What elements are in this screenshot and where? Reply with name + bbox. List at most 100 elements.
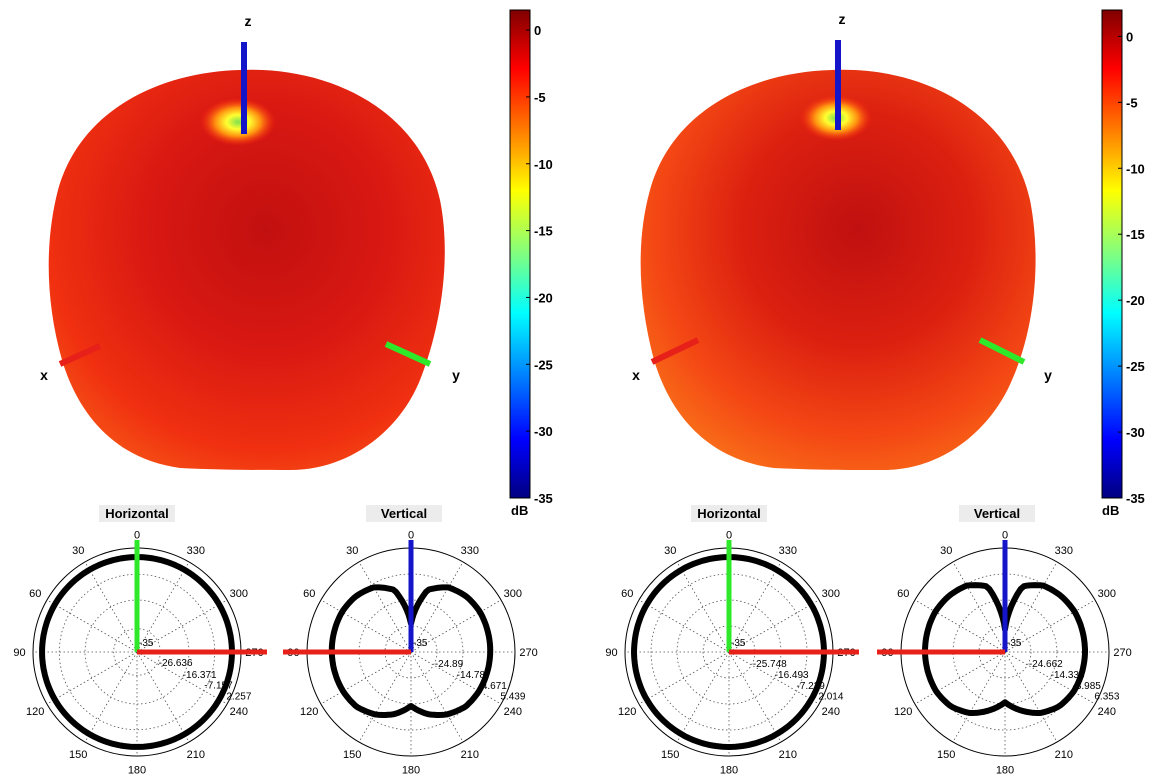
colorbar-tick-label: -35 xyxy=(1126,491,1145,506)
polar-grid-spoke xyxy=(410,651,502,705)
polar-angle-label: 180 xyxy=(402,765,420,777)
polar-plot-vertical: Vertical0306090120150180210240270300330-… xyxy=(877,505,1132,777)
polar-angle-label: 210 xyxy=(461,749,479,761)
polar-grid-spoke xyxy=(728,651,820,705)
polar-radial-label: 2.014 xyxy=(818,692,843,703)
polar-grid-spoke xyxy=(410,651,464,743)
y-axis xyxy=(978,337,1026,365)
polar-radial-label: 6.353 xyxy=(1094,692,1119,703)
polar-title: Vertical xyxy=(974,506,1020,521)
polar-plot-vertical: Vertical0306090120150180210240270300330-… xyxy=(283,505,538,777)
y-axis-label: y xyxy=(1044,367,1052,383)
polar-plot-horizontal: Horizontal030609012015018021024027030033… xyxy=(605,505,859,777)
polar-grid-spoke xyxy=(952,651,1006,743)
colorbar-tick-label: -25 xyxy=(534,357,553,372)
colorbar-tick-label: 0 xyxy=(1126,29,1133,44)
colorbar-tick-label: -10 xyxy=(1126,161,1145,176)
polar-angle-label: 0 xyxy=(134,529,140,541)
pattern-trace xyxy=(328,584,494,718)
polar-angle-label: 240 xyxy=(230,706,248,718)
pattern-surface-3d xyxy=(48,69,445,471)
x-axis xyxy=(58,343,102,367)
colorbar-tick-label: -20 xyxy=(1126,293,1145,308)
polar-radial-label: -7.239 xyxy=(797,681,826,692)
pattern-trace xyxy=(39,554,235,750)
polar-plot-horizontal: Horizontal030609012015018021024027030033… xyxy=(13,505,267,777)
colorbar-tick-label: -10 xyxy=(534,157,553,172)
polar-angle-label: 60 xyxy=(621,588,633,600)
polar-angle-label: 60 xyxy=(897,588,909,600)
polar-title: Horizontal xyxy=(105,506,169,521)
polar-radial-label: -35 xyxy=(139,638,154,649)
polar-radial-label: 2.257 xyxy=(226,692,251,703)
y-axis xyxy=(384,341,432,367)
polar-radial-label: -35 xyxy=(413,638,428,649)
colorbar-gradient xyxy=(509,9,531,499)
polar-grid-spoke xyxy=(136,561,190,653)
polar-angle-label: 330 xyxy=(1055,545,1073,557)
polar-angle-label: 150 xyxy=(343,749,361,761)
pattern-surface-3d xyxy=(640,69,1036,470)
polar-radial-label: -16.371 xyxy=(183,670,217,681)
surface-dimple xyxy=(200,98,276,146)
polar-grid-spoke xyxy=(410,599,502,653)
polar-grid-spoke xyxy=(136,651,190,743)
polar-title-background xyxy=(959,505,1035,522)
polar-radial-label: -7.157 xyxy=(204,681,233,692)
polar-radial-label: 5.439 xyxy=(500,692,525,703)
polar-angle-label: 210 xyxy=(779,749,797,761)
colorbar: 0 -5 -10 -15 -20 -25 -30 -35 dB xyxy=(1101,9,1145,518)
colorbar-tick-label: -35 xyxy=(534,491,553,506)
polar-radial-label: -16.493 xyxy=(775,670,809,681)
polar-angle-label: 180 xyxy=(720,765,738,777)
polar-radial-label: -24.662 xyxy=(1029,659,1063,670)
colorbar-tick-label: 0 xyxy=(534,23,541,38)
polar-angle-label: 300 xyxy=(230,588,248,600)
polar-angle-label: 330 xyxy=(461,545,479,557)
polar-angle-label: 150 xyxy=(69,749,87,761)
polar-grid-spoke xyxy=(914,651,1006,705)
polar-grid-spoke xyxy=(1004,599,1096,653)
left-panel: x y z 0 -5 -10 -15 -20 -25 -30 -35 dB Horizonta… xyxy=(13,9,553,777)
polar-grid-spoke xyxy=(320,599,412,653)
polar-angle-label: 120 xyxy=(26,706,44,718)
polar-grid-spoke xyxy=(728,561,782,653)
polar-angle-label: 240 xyxy=(822,706,840,718)
pattern-trace xyxy=(631,554,827,750)
polar-angle-label: 300 xyxy=(504,588,522,600)
polar-title-background xyxy=(99,505,175,522)
polar-grid-spoke xyxy=(676,561,730,653)
polar-radial-label: -3.985 xyxy=(1073,681,1102,692)
polar-grid-spoke xyxy=(638,599,730,653)
polar-grid-spoke xyxy=(358,561,412,653)
polar-radial-label: -25.748 xyxy=(753,659,787,670)
colorbar-tick-label: -5 xyxy=(534,90,546,105)
polar-angle-label: 210 xyxy=(187,749,205,761)
colorbar: 0 -5 -10 -15 -20 -25 -30 -35 dB xyxy=(509,9,553,518)
colorbar-unit: dB xyxy=(511,503,528,518)
polar-angle-label: 30 xyxy=(940,545,952,557)
polar-grid-spoke xyxy=(136,599,228,653)
right-panel: x y z 0 -5 -10 -15 -20 -25 -30 -35 dB Horizonta… xyxy=(605,9,1145,777)
colorbar-tick-label: -15 xyxy=(534,224,553,239)
polar-angle-label: 60 xyxy=(303,588,315,600)
x-axis xyxy=(650,337,700,365)
polar-grid-spoke xyxy=(84,651,138,743)
polar-angle-label: 270 xyxy=(519,647,537,659)
polar-angle-label: 0 xyxy=(1002,529,1008,541)
x-axis-label: x xyxy=(40,367,48,383)
polar-angle-label: 150 xyxy=(661,749,679,761)
polar-angle-label: 0 xyxy=(408,529,414,541)
polar-grid-spoke xyxy=(952,561,1006,653)
polar-angle-label: 330 xyxy=(187,545,205,557)
polar-angle-label: 90 xyxy=(13,647,25,659)
colorbar-tick-label: -30 xyxy=(1126,425,1145,440)
polar-angle-label: 180 xyxy=(128,765,146,777)
polar-title-background xyxy=(366,505,442,522)
polar-radial-label: -4.671 xyxy=(479,681,508,692)
polar-angle-label: 30 xyxy=(346,545,358,557)
polar-grid-spoke xyxy=(84,561,138,653)
polar-title: Vertical xyxy=(381,506,427,521)
polar-angle-label: 150 xyxy=(937,749,955,761)
colorbar-tick-label: -20 xyxy=(534,290,553,305)
